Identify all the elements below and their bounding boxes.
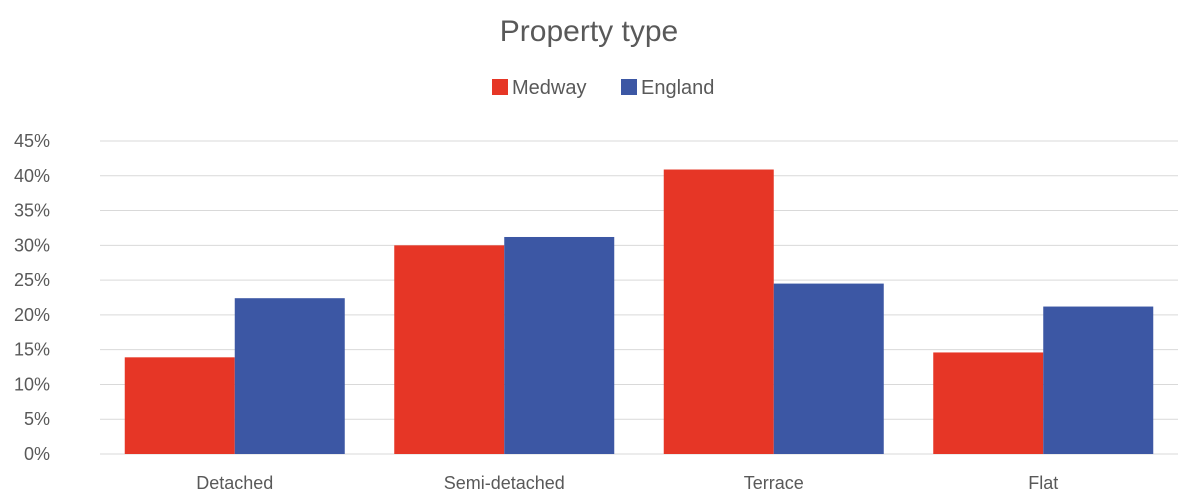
legend-label-medway: Medway bbox=[512, 77, 586, 99]
legend: Medway England bbox=[492, 77, 714, 99]
bar-medway-detached bbox=[124, 357, 235, 454]
bar-medway-semi-detached bbox=[394, 245, 505, 454]
y-tick-label: 15% bbox=[14, 340, 50, 360]
bar-england-detached bbox=[234, 298, 345, 454]
y-tick-label: 30% bbox=[14, 235, 50, 255]
x-axis-category-labels: Detached Semi-detached Terrace Flat bbox=[196, 473, 1058, 493]
y-tick-label: 35% bbox=[14, 201, 50, 221]
y-tick-label: 45% bbox=[14, 131, 50, 151]
bar-medway-flat bbox=[933, 352, 1044, 454]
y-tick-label: 10% bbox=[14, 374, 50, 394]
legend-label-england: England bbox=[641, 77, 714, 99]
bar-england-flat bbox=[1043, 306, 1154, 454]
x-category-label: Flat bbox=[1028, 473, 1058, 493]
y-tick-label: 25% bbox=[14, 270, 50, 290]
x-category-label: Detached bbox=[196, 473, 273, 493]
chart-title: Property type bbox=[500, 15, 678, 48]
x-category-label: Semi-detached bbox=[444, 473, 565, 493]
x-category-label: Terrace bbox=[744, 473, 804, 493]
bar-medway-terrace bbox=[663, 169, 774, 455]
y-axis-tick-labels: 0% 5% 10% 15% 20% 25% 30% 35% 40% 45% bbox=[14, 131, 50, 464]
y-tick-label: 5% bbox=[24, 409, 50, 429]
y-tick-label: 0% bbox=[24, 444, 50, 464]
legend-swatch-medway bbox=[492, 79, 508, 95]
bars bbox=[124, 169, 1154, 455]
bar-england-semi-detached bbox=[504, 236, 615, 454]
legend-swatch-england bbox=[621, 79, 637, 95]
y-tick-label: 40% bbox=[14, 166, 50, 186]
y-tick-label: 20% bbox=[14, 305, 50, 325]
bar-england-terrace bbox=[773, 283, 884, 454]
